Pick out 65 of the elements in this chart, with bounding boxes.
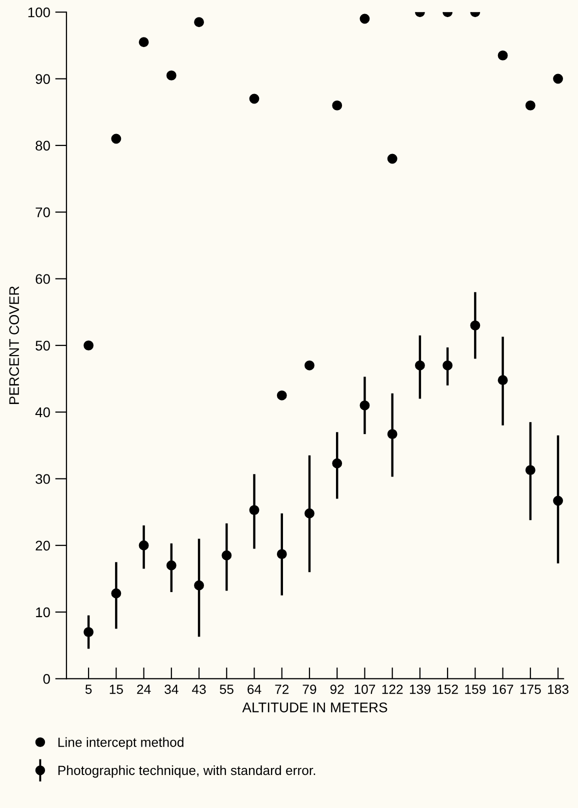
point: [84, 340, 94, 350]
point: [498, 50, 508, 60]
point: [111, 134, 122, 144]
point: [166, 70, 176, 80]
point: [304, 508, 314, 518]
x-tick-label: 183: [548, 684, 568, 694]
x-tick-label: 34: [164, 684, 178, 694]
point: [360, 400, 370, 410]
point: [498, 375, 508, 386]
point: [111, 588, 122, 598]
y-tick-label: 90: [36, 74, 50, 84]
point: [276, 549, 287, 560]
point: [138, 540, 149, 550]
point: [249, 505, 260, 516]
point: [525, 100, 536, 110]
point: [194, 580, 204, 590]
y-tick-label: 40: [35, 407, 50, 418]
x-tick-label: 167: [492, 684, 514, 694]
point: [249, 94, 260, 104]
y-tick-label: 80: [36, 140, 50, 151]
point: [138, 37, 149, 48]
point: [84, 627, 94, 638]
point: [166, 560, 176, 570]
x-tick-label: 152: [438, 684, 458, 694]
x-tick-label: 159: [465, 684, 486, 694]
x-tick-label: 64: [248, 684, 262, 694]
point: [387, 154, 398, 164]
x-tick-label: 92: [330, 684, 344, 694]
x-tick-label: 107: [354, 684, 376, 694]
point: [414, 360, 425, 370]
point: [276, 390, 287, 400]
point: [304, 360, 314, 370]
x-tick-label: 55: [220, 684, 234, 694]
x-tick-label: 122: [382, 684, 403, 694]
y-tick-label: 70: [36, 207, 50, 218]
x-tick-label: 24: [137, 684, 151, 694]
x-tick-label: 5: [85, 684, 92, 694]
point: [332, 458, 342, 468]
legend-label: Photographic technique, with standard error.: [58, 765, 316, 778]
point: [442, 360, 453, 370]
y-tick-label: 30: [36, 474, 50, 484]
point: [194, 17, 204, 28]
y-tick-label: 60: [36, 274, 50, 284]
x-tick-label: 15: [110, 684, 123, 694]
point: [525, 465, 536, 476]
point: [360, 14, 370, 24]
x-tick-label: 79: [302, 684, 316, 694]
x-axis-title: ALTITUDE IN METERS: [242, 702, 388, 712]
x-tick-label: 175: [520, 684, 541, 694]
point: [553, 74, 563, 84]
x-tick-label: 72: [275, 684, 289, 694]
x-tick-label: 139: [410, 684, 430, 694]
y-tick-label: 50: [36, 340, 50, 351]
y-tick-label: 20: [36, 540, 50, 551]
y-tick-label: 10: [36, 607, 50, 618]
y-tick-label: 0: [43, 674, 50, 684]
point: [553, 496, 563, 506]
y-axis-title: PERCENT COVER: [9, 286, 20, 404]
legend-label: Line intercept method: [58, 737, 184, 750]
point: [470, 320, 480, 330]
y-tick-label: 100: [28, 7, 50, 18]
point: [387, 429, 398, 440]
x-tick-label: 43: [192, 684, 206, 694]
point: [332, 100, 342, 110]
point: [222, 550, 232, 560]
